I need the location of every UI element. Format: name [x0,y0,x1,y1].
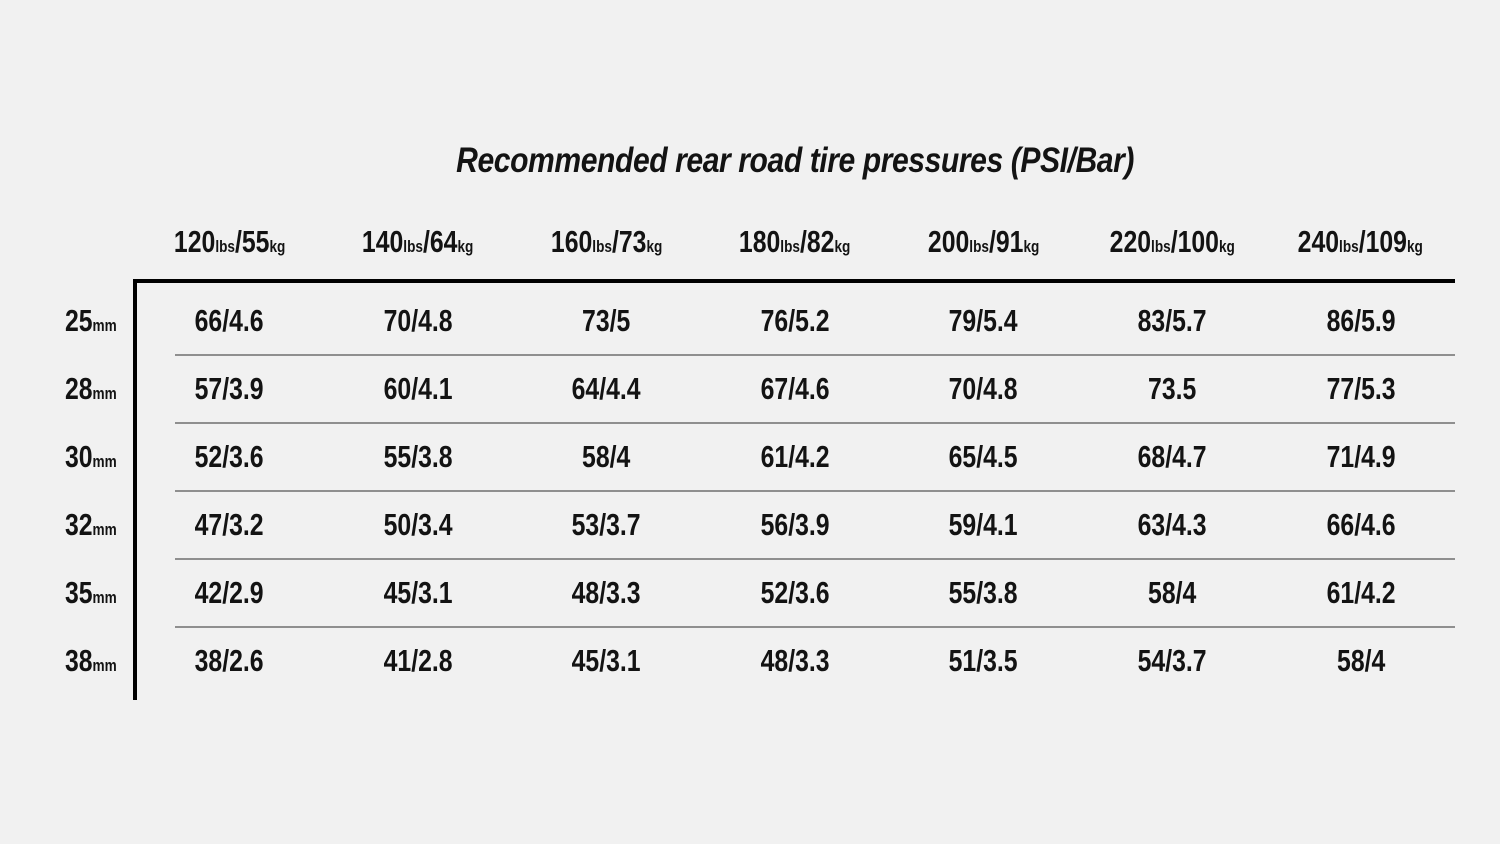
row-separator [175,626,1455,628]
pressure-cell: 56/3.9 [760,507,830,542]
pressure-cell: 61/4.2 [1326,575,1396,610]
pressure-cell: 48/3.3 [760,643,830,678]
pressure-cell: 76/5.2 [760,303,830,338]
unit-mm: mm [92,316,117,335]
unit-mm: mm [92,520,117,539]
column-header-240lbs: 240lbs/109kg [1298,224,1424,259]
pressure-cell: 65/4.5 [949,439,1019,474]
pressure-cell: 48/3.3 [571,575,641,610]
pressure-cell: 45/3.1 [383,575,453,610]
unit-kg: kg [646,237,663,256]
unit-mm: mm [92,588,117,607]
table-row-25mm: 25mm 66/4.6 70/4.8 73/5 76/5.2 79/5.4 83… [40,287,1455,356]
pressure-cell: 66/4.6 [194,303,264,338]
pressure-cell: 52/3.6 [760,575,830,610]
pressure-cell: 54/3.7 [1137,643,1207,678]
row-header-25mm: 25mm [65,303,117,338]
pressure-cell: 59/4.1 [949,507,1019,542]
pressure-cell: 50/3.4 [383,507,453,542]
column-header-180lbs: 180lbs/82kg [739,224,851,259]
table-row-35mm: 35mm 42/2.9 45/3.1 48/3.3 52/3.6 55/3.8 … [40,559,1455,628]
pressure-cell: 51/3.5 [949,643,1019,678]
pressure-cell: 73.5 [1147,371,1197,406]
unit-lbs: lbs [969,237,989,256]
pressure-cell: 53/3.7 [571,507,641,542]
pressure-cell: 38/2.6 [194,643,264,678]
unit-lbs: lbs [1150,237,1171,256]
table-row-38mm: 38mm 38/2.6 41/2.8 45/3.1 48/3.3 51/3.5 … [40,627,1455,695]
pressure-cell: 55/3.8 [383,439,453,474]
pressure-cell: 55/3.8 [949,575,1019,610]
pressure-cell: 70/4.8 [949,371,1019,406]
pressure-table: 25mm 66/4.6 70/4.8 73/5 76/5.2 79/5.4 83… [40,287,1455,695]
unit-kg: kg [834,237,851,256]
unit-kg: kg [1218,237,1235,256]
row-separator [175,354,1455,356]
row-header-30mm: 30mm [65,439,117,474]
unit-kg: kg [269,237,285,256]
pressure-cell: 60/4.1 [383,371,453,406]
page-title: Recommended rear road tire pressures (PS… [456,141,1134,180]
unit-lbs: lbs [1339,237,1360,256]
table-row-30mm: 30mm 52/3.6 55/3.8 58/4 61/4.2 65/4.5 68… [40,423,1455,492]
unit-lbs: lbs [214,237,235,256]
row-separator [175,558,1455,560]
row-header-35mm: 35mm [65,575,117,610]
row-separator [175,490,1455,492]
pressure-cell: 57/3.9 [194,371,264,406]
row-header-28mm: 28mm [65,371,117,406]
pressure-cell: 86/5.9 [1326,303,1396,338]
column-header-row: 120lbs/55kg 140lbs/64kg 160lbs/73kg 180l… [40,206,1455,262]
pressure-cell: 58/4 [582,439,631,474]
table-top-border [135,279,1455,283]
column-header-220lbs: 220lbs/100kg [1109,224,1235,259]
row-separator [175,422,1455,424]
unit-mm: mm [92,384,117,403]
unit-kg: kg [1407,237,1424,256]
pressure-cell: 61/4.2 [760,439,830,474]
unit-lbs: lbs [403,237,424,256]
unit-kg: kg [457,237,474,256]
pressure-cell: 58/4 [1336,643,1385,678]
pressure-cell: 45/3.1 [571,643,641,678]
unit-lbs: lbs [592,237,612,256]
pressure-cell: 70/4.8 [383,303,453,338]
pressure-cell: 41/2.8 [383,643,453,678]
row-header-32mm: 32mm [65,507,117,542]
column-header-200lbs: 200lbs/91kg [927,224,1040,259]
column-header-140lbs: 140lbs/64kg [362,224,474,259]
pressure-cell: 71/4.9 [1326,439,1396,474]
table-row-28mm: 28mm 57/3.9 60/4.1 64/4.4 67/4.6 70/4.8 … [40,355,1455,424]
unit-mm: mm [92,452,117,471]
pressure-cell: 47/3.2 [194,507,264,542]
pressure-cell: 52/3.6 [194,439,264,474]
pressure-cell: 42/2.9 [194,575,264,610]
pressure-cell: 66/4.6 [1326,507,1396,542]
unit-kg: kg [1023,237,1040,256]
pressure-cell: 83/5.7 [1137,303,1207,338]
pressure-cell: 79/5.4 [949,303,1019,338]
pressure-cell: 63/4.3 [1137,507,1207,542]
pressure-cell: 68/4.7 [1137,439,1207,474]
pressure-cell: 64/4.4 [571,371,641,406]
table-left-border [133,279,137,700]
table-row-32mm: 32mm 47/3.2 50/3.4 53/3.7 56/3.9 59/4.1 … [40,491,1455,560]
pressure-cell: 67/4.6 [760,371,830,406]
unit-mm: mm [92,656,117,675]
pressure-cell: 77/5.3 [1326,371,1396,406]
pressure-cell: 58/4 [1147,575,1197,610]
column-header-120lbs: 120lbs/55kg [173,224,285,259]
pressure-cell: 73/5 [582,303,631,338]
column-header-160lbs: 160lbs/73kg [550,224,663,259]
unit-lbs: lbs [780,237,801,256]
row-header-38mm: 38mm [65,643,117,678]
